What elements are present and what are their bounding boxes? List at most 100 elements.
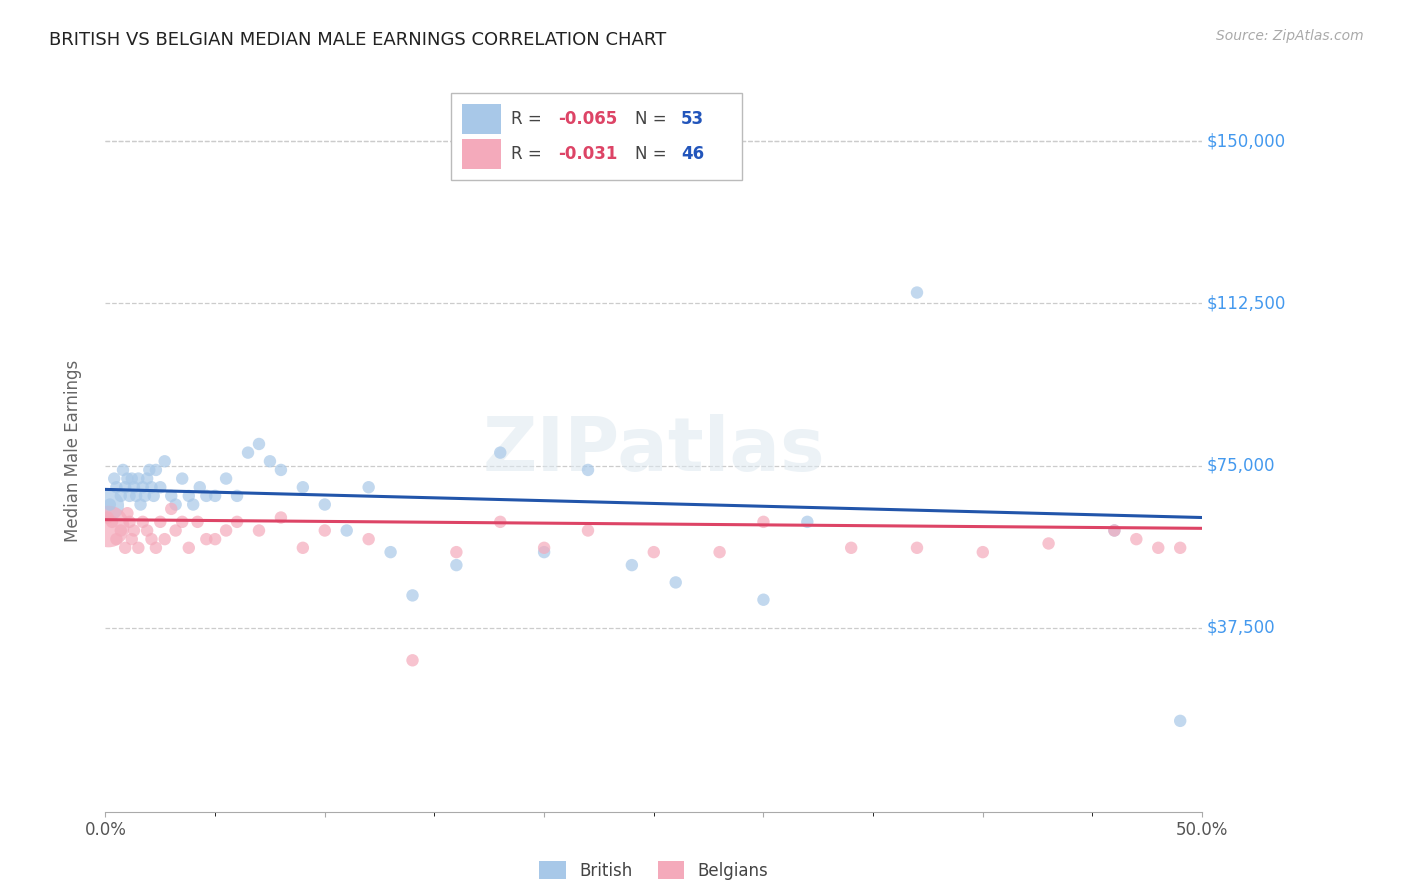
Point bbox=[181, 498, 204, 512]
Point bbox=[97, 519, 120, 533]
Point bbox=[160, 501, 183, 516]
Point bbox=[357, 532, 380, 546]
Point bbox=[752, 515, 775, 529]
Point bbox=[270, 463, 292, 477]
Point bbox=[127, 472, 149, 486]
Point bbox=[1104, 524, 1126, 538]
Point bbox=[336, 524, 359, 538]
Point bbox=[145, 463, 167, 477]
Point bbox=[195, 532, 218, 546]
Point bbox=[259, 454, 281, 468]
Point bbox=[118, 515, 141, 529]
FancyBboxPatch shape bbox=[461, 103, 502, 134]
Point bbox=[1147, 541, 1170, 555]
Legend: British, Belgians: British, Belgians bbox=[533, 855, 775, 887]
Point bbox=[401, 588, 423, 602]
Point bbox=[149, 480, 172, 494]
Point bbox=[533, 545, 555, 559]
Point bbox=[127, 541, 149, 555]
Point bbox=[380, 545, 402, 559]
Point bbox=[839, 541, 862, 555]
Point bbox=[111, 463, 134, 477]
FancyBboxPatch shape bbox=[451, 93, 741, 179]
Point bbox=[97, 498, 120, 512]
Point bbox=[125, 489, 148, 503]
Point bbox=[141, 532, 163, 546]
Point bbox=[122, 524, 145, 538]
Text: -0.031: -0.031 bbox=[558, 145, 617, 163]
Point bbox=[709, 545, 731, 559]
Point bbox=[136, 524, 159, 538]
Point bbox=[226, 515, 249, 529]
Point bbox=[153, 532, 176, 546]
Point bbox=[110, 489, 132, 503]
Text: Source: ZipAtlas.com: Source: ZipAtlas.com bbox=[1216, 29, 1364, 43]
Point bbox=[153, 454, 176, 468]
Point bbox=[117, 472, 139, 486]
Text: 46: 46 bbox=[682, 145, 704, 163]
Point bbox=[314, 524, 336, 538]
Text: $75,000: $75,000 bbox=[1206, 457, 1275, 475]
Point bbox=[132, 515, 155, 529]
Point bbox=[314, 498, 336, 512]
Point bbox=[160, 489, 183, 503]
Text: -0.065: -0.065 bbox=[558, 110, 617, 128]
Point bbox=[291, 541, 314, 555]
Point bbox=[177, 489, 200, 503]
Text: $150,000: $150,000 bbox=[1206, 132, 1285, 150]
Point bbox=[134, 489, 156, 503]
Text: 53: 53 bbox=[682, 110, 704, 128]
Point bbox=[114, 480, 136, 494]
Point bbox=[204, 532, 226, 546]
Point bbox=[489, 445, 512, 459]
Point bbox=[122, 480, 145, 494]
Point bbox=[215, 524, 238, 538]
Point bbox=[1125, 532, 1147, 546]
Point bbox=[270, 510, 292, 524]
Point bbox=[165, 498, 187, 512]
Point bbox=[796, 515, 818, 529]
Point bbox=[141, 480, 163, 494]
Point bbox=[165, 524, 187, 538]
Text: N =: N = bbox=[636, 110, 672, 128]
Text: ZIPatlas: ZIPatlas bbox=[482, 414, 825, 487]
Point bbox=[291, 480, 314, 494]
Point bbox=[576, 524, 599, 538]
Point bbox=[121, 472, 143, 486]
Point bbox=[188, 480, 211, 494]
Point bbox=[643, 545, 665, 559]
Point bbox=[114, 541, 136, 555]
Text: BRITISH VS BELGIAN MEDIAN MALE EARNINGS CORRELATION CHART: BRITISH VS BELGIAN MEDIAN MALE EARNINGS … bbox=[49, 31, 666, 49]
Point bbox=[118, 489, 141, 503]
Point bbox=[620, 558, 643, 573]
Point bbox=[172, 472, 194, 486]
Point bbox=[489, 515, 512, 529]
Point bbox=[1038, 536, 1060, 550]
Point bbox=[103, 472, 125, 486]
Text: R =: R = bbox=[512, 145, 547, 163]
Text: $37,500: $37,500 bbox=[1206, 619, 1275, 637]
Point bbox=[105, 480, 128, 494]
Point bbox=[129, 498, 152, 512]
Point bbox=[972, 545, 994, 559]
Point bbox=[138, 463, 160, 477]
Point bbox=[132, 480, 155, 494]
Point bbox=[97, 510, 120, 524]
Point bbox=[1168, 541, 1191, 555]
Point bbox=[1104, 524, 1126, 538]
Point bbox=[145, 541, 167, 555]
Point bbox=[247, 524, 270, 538]
Y-axis label: Median Male Earnings: Median Male Earnings bbox=[63, 359, 82, 541]
Point bbox=[172, 515, 194, 529]
Point bbox=[401, 653, 423, 667]
Point bbox=[357, 480, 380, 494]
Point bbox=[665, 575, 688, 590]
Point bbox=[187, 515, 209, 529]
Text: R =: R = bbox=[512, 110, 547, 128]
Point bbox=[1168, 714, 1191, 728]
Point bbox=[142, 489, 165, 503]
Text: N =: N = bbox=[636, 145, 672, 163]
Point bbox=[195, 489, 218, 503]
Point bbox=[177, 541, 200, 555]
Point bbox=[247, 437, 270, 451]
